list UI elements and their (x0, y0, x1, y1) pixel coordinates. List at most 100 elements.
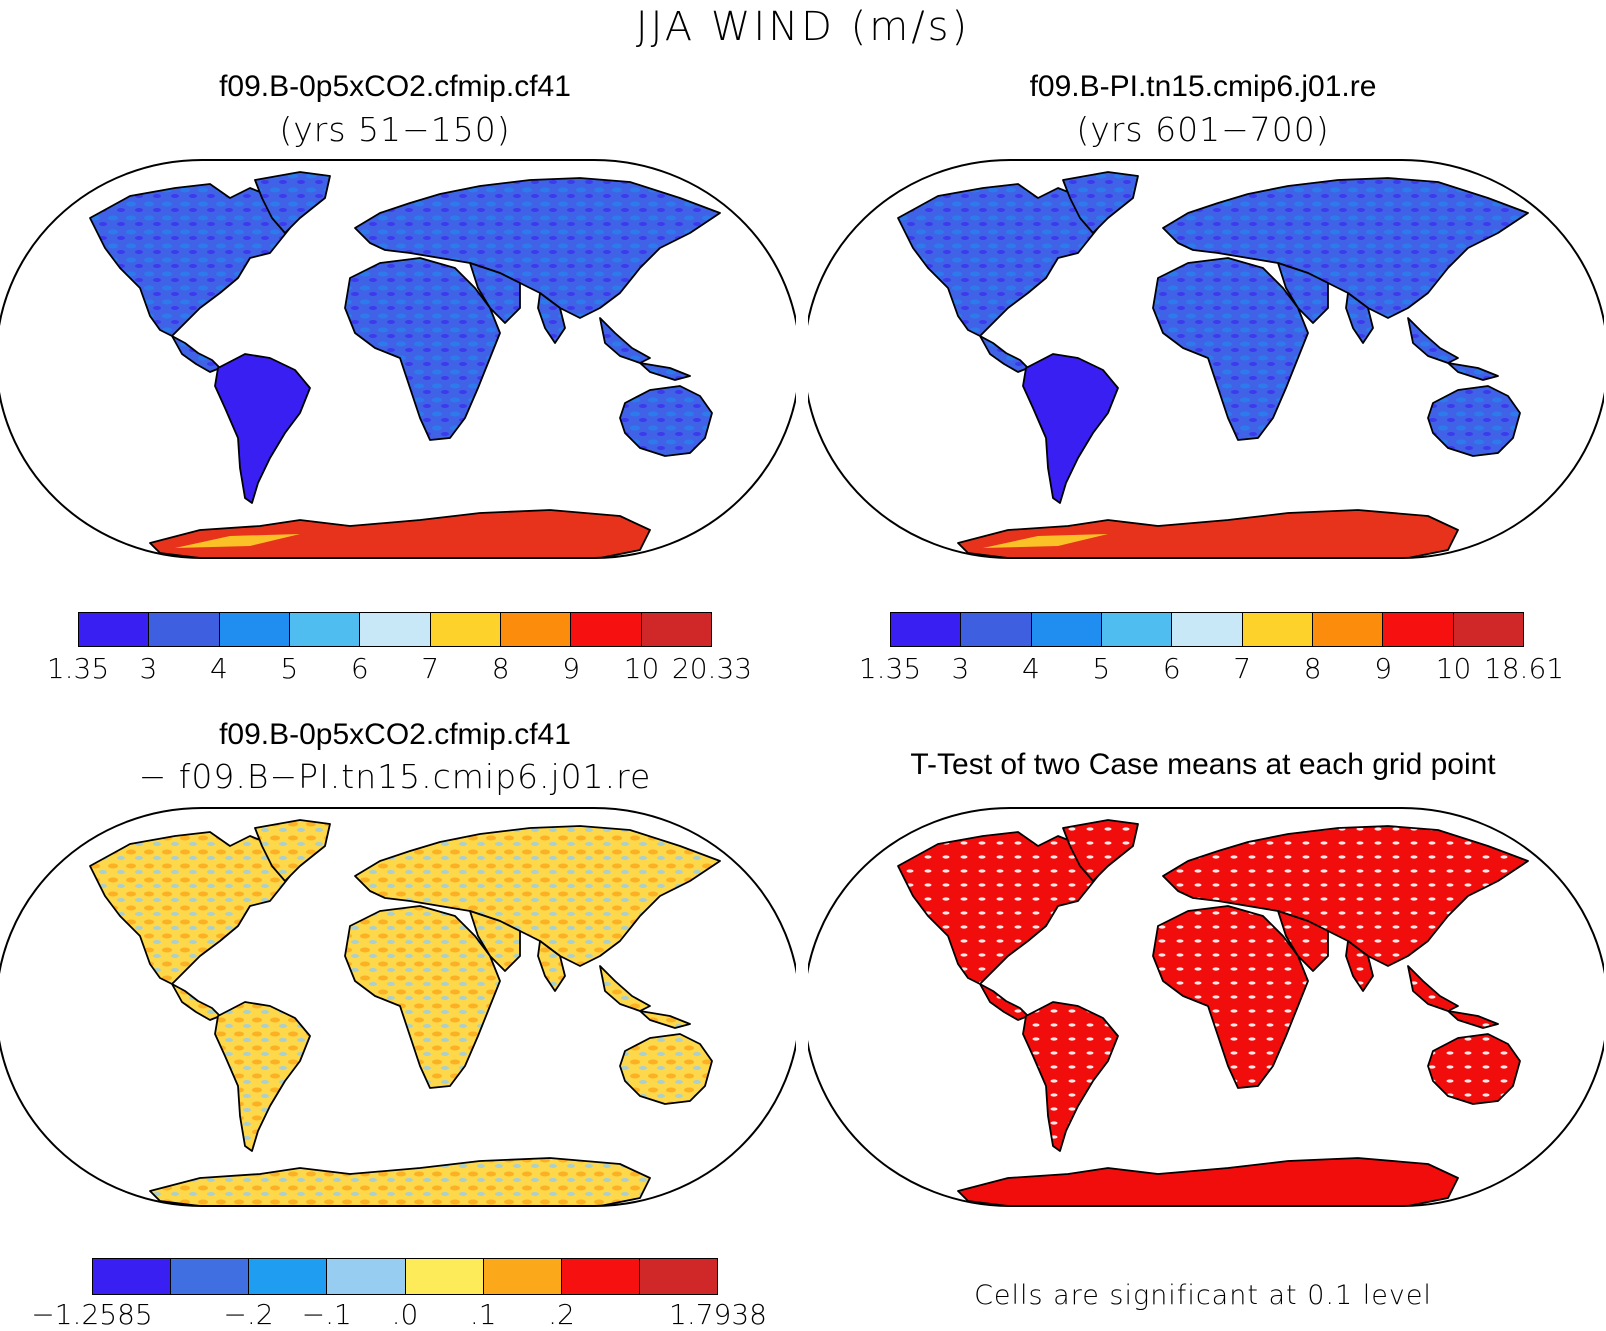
colorbar-swatch (1383, 613, 1454, 646)
landmass-arabiaIndia (469, 910, 566, 992)
panel-4-title: T-Test of two Case means at each grid po… (910, 748, 1496, 781)
colorbar-tick-label: 10 (1435, 652, 1472, 685)
colorbar-panel-1 (78, 612, 712, 647)
landmass-antarctica (149, 1157, 651, 1206)
landmass-eurasia (354, 825, 721, 967)
colorbar-tick-label: 20.33 (671, 652, 753, 685)
colorbar-swatch (891, 613, 962, 646)
colorbar-swatch (249, 1259, 328, 1294)
colorbar-tick-label: 4 (209, 652, 228, 685)
landmass-seAsia (599, 965, 691, 1029)
panel-3-subtitle: − f09.B−PI.tn15.cmip6.j01.re (138, 757, 652, 796)
colorbar-swatch (171, 1259, 250, 1294)
landmass-africa (1152, 257, 1309, 441)
colorbar-swatch (360, 613, 431, 646)
colorbar-tick-label: 8 (491, 652, 510, 685)
landmass-seAsia (1407, 317, 1499, 381)
colorbar-swatch (500, 613, 572, 646)
map-outline (0, 807, 796, 1207)
landmass-southAmerica (1022, 1001, 1119, 1152)
colorbar-panel-2 (890, 612, 1524, 647)
colorbar-tick-label: 8 (1303, 652, 1322, 685)
landmass-eurasia (354, 177, 721, 319)
landmass-seAsia (599, 317, 691, 381)
landmass-arabiaIndia (469, 262, 566, 344)
colorbar-swatch (961, 613, 1032, 646)
colorbar-tick-label: .2 (548, 1298, 575, 1331)
landmass-arabiaIndia (1277, 262, 1374, 344)
landmass-northAmerica (89, 183, 291, 337)
landmass-africa (344, 257, 501, 441)
colorbar-swatch (93, 1259, 172, 1294)
colorbar-tick-label: −.2 (223, 1298, 274, 1331)
landmass-eurasia (1162, 177, 1529, 319)
colorbar-tick-label: 4 (1021, 652, 1040, 685)
landmass-greenland (254, 171, 331, 234)
landmass-arabiaIndia (1277, 910, 1374, 992)
landmass-southAmerica (214, 1001, 311, 1152)
colorbar-tick-label: −.1 (301, 1298, 352, 1331)
colorbar-tick-label: 1.35 (46, 652, 110, 685)
landmass-centralAmerica (979, 335, 1029, 373)
significance-note: Cells are significant at 0.1 level (974, 1280, 1432, 1311)
colorbar-tick-label: 3 (951, 652, 970, 685)
colorbar-swatch (1031, 613, 1102, 646)
colorbar-tick-label: .1 (469, 1298, 497, 1331)
colorbar-swatch (483, 1259, 562, 1294)
colorbar-tick-label: −1.2585 (31, 1298, 153, 1331)
panel-2-title: f09.B-PI.tn15.cmip6.j01.re (1029, 70, 1377, 103)
landmass-africa (344, 905, 501, 1089)
landmass-australia (619, 1033, 713, 1105)
panel-1-title: f09.B-0p5xCO2.cfmip.cf41 (219, 70, 571, 103)
landmass-eurasia (1162, 825, 1529, 967)
landmass-northAmerica (89, 831, 291, 985)
colorbar-tick-label: 1.7938 (669, 1298, 767, 1331)
landmass-africa (1152, 905, 1309, 1089)
panel-1-subtitle: (yrs 51−150) (279, 110, 511, 149)
landmass-antarctica (957, 1157, 1459, 1206)
colorbar-swatch (430, 613, 501, 646)
map-outline (0, 159, 796, 559)
colorbar-swatch (1453, 613, 1523, 646)
antarctica-shading (175, 534, 300, 548)
colorbar-tick-label: 5 (1092, 652, 1111, 685)
colorbar-swatch (641, 613, 711, 646)
landmass-antarctica (957, 509, 1459, 558)
antarctica-shading (983, 534, 1108, 548)
landmass-australia (619, 385, 713, 457)
landmass-australia (1427, 1033, 1521, 1105)
landmass-seAsia (1407, 965, 1499, 1029)
colorbar-swatch (405, 1259, 484, 1294)
colorbar-swatch (289, 613, 361, 646)
landmass-greenland (1062, 171, 1139, 234)
map-panel-difference (0, 807, 796, 1207)
colorbar-swatch (149, 613, 220, 646)
colorbar-swatch (571, 613, 642, 646)
map-panel-ttest (808, 807, 1604, 1207)
colorbar-tick-label: 7 (1233, 652, 1252, 685)
landmass-northAmerica (897, 183, 1099, 337)
map-outline (808, 159, 1604, 559)
colorbar-tick-label: 9 (1374, 652, 1393, 685)
landmass-centralAmerica (171, 983, 221, 1021)
colorbar-swatch (219, 613, 290, 646)
colorbar-swatch (327, 1259, 406, 1294)
figure-title: JJA WIND (m/s) (635, 4, 971, 50)
colorbar-tick-label: 5 (280, 652, 299, 685)
colorbar-tick-label: 10 (623, 652, 660, 685)
colorbar-swatch (1242, 613, 1313, 646)
colorbar-tick-label: 9 (562, 652, 581, 685)
colorbar-tick-label: 18.61 (1483, 652, 1565, 685)
colorbar-tick-label: 6 (350, 652, 369, 685)
colorbar-tick-label: 7 (421, 652, 440, 685)
colorbar-tick-label: 1.35 (858, 652, 922, 685)
landmass-southAmerica (214, 353, 311, 504)
landmass-northAmerica (897, 831, 1099, 985)
landmass-greenland (1062, 819, 1139, 882)
colorbar-panel-3 (92, 1258, 718, 1295)
landmass-southAmerica (1022, 353, 1119, 504)
colorbar-tick-label: 3 (139, 652, 158, 685)
landmass-greenland (254, 819, 331, 882)
landmass-centralAmerica (171, 335, 221, 373)
map-outline (808, 807, 1604, 1207)
